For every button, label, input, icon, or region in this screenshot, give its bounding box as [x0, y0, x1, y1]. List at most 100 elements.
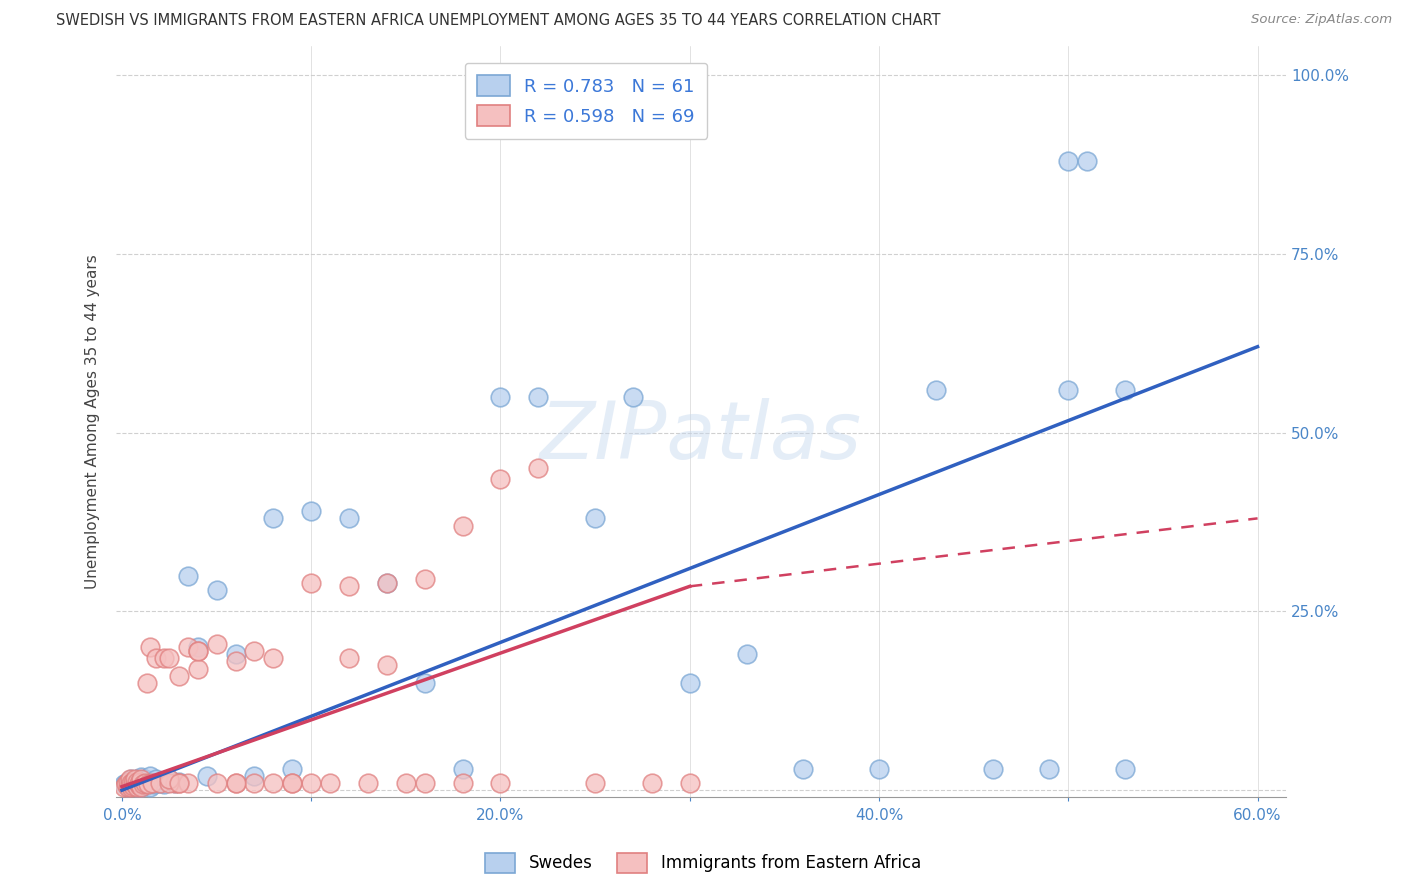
Point: [925, 383, 948, 397]
Point: [124, 774, 146, 789]
Point: [167, 669, 190, 683]
Point: [129, 780, 152, 794]
Point: [735, 648, 758, 662]
Point: [112, 780, 135, 794]
Point: [127, 780, 149, 794]
Point: [225, 655, 247, 669]
Point: [128, 776, 150, 790]
Point: [138, 777, 160, 791]
Point: [167, 774, 190, 789]
Point: [641, 776, 664, 790]
Point: [134, 772, 156, 787]
Point: [868, 762, 890, 776]
Point: [122, 776, 145, 790]
Point: [114, 777, 136, 791]
Point: [357, 776, 380, 790]
Point: [129, 770, 152, 784]
Point: [451, 518, 474, 533]
Point: [145, 772, 167, 787]
Point: [262, 511, 284, 525]
Point: [319, 776, 342, 790]
Point: [118, 774, 141, 789]
Point: [117, 780, 139, 794]
Point: [128, 778, 150, 792]
Point: [205, 776, 228, 790]
Point: [143, 777, 166, 791]
Point: [118, 772, 141, 787]
Point: [225, 776, 247, 790]
Point: [205, 636, 228, 650]
Point: [375, 575, 398, 590]
Point: [139, 769, 162, 783]
Point: [281, 776, 304, 790]
Point: [127, 774, 149, 789]
Text: SWEDISH VS IMMIGRANTS FROM EASTERN AFRICA UNEMPLOYMENT AMONG AGES 35 TO 44 YEARS: SWEDISH VS IMMIGRANTS FROM EASTERN AFRIC…: [56, 13, 941, 29]
Point: [225, 648, 247, 662]
Point: [621, 390, 644, 404]
Point: [489, 472, 512, 486]
Point: [262, 651, 284, 665]
Y-axis label: Unemployment Among Ages 35 to 44 years: Unemployment Among Ages 35 to 44 years: [86, 254, 100, 590]
Point: [243, 769, 266, 783]
Point: [583, 776, 606, 790]
Point: [122, 779, 145, 793]
Point: [187, 644, 209, 658]
Point: [262, 776, 284, 790]
Point: [112, 777, 135, 791]
Point: [157, 776, 180, 790]
Point: [127, 780, 149, 794]
Point: [139, 780, 162, 794]
Point: [1076, 153, 1098, 168]
Point: [1114, 383, 1136, 397]
Point: [195, 769, 218, 783]
Text: Source: ZipAtlas.com: Source: ZipAtlas.com: [1251, 13, 1392, 27]
Point: [129, 772, 152, 787]
Point: [138, 777, 160, 791]
Point: [117, 774, 139, 789]
Point: [1057, 383, 1080, 397]
Point: [413, 776, 436, 790]
Point: [124, 772, 146, 787]
Legend: R = 0.783   N = 61, R = 0.598   N = 69: R = 0.783 N = 61, R = 0.598 N = 69: [464, 62, 707, 139]
Point: [132, 774, 155, 789]
Point: [792, 762, 814, 776]
Point: [527, 461, 550, 475]
Point: [489, 390, 512, 404]
Point: [281, 776, 304, 790]
Point: [187, 644, 209, 658]
Point: [157, 772, 180, 787]
Text: ZIPatlas: ZIPatlas: [540, 398, 862, 475]
Point: [120, 777, 142, 791]
Point: [163, 776, 186, 790]
Point: [451, 762, 474, 776]
Point: [1038, 762, 1060, 776]
Point: [489, 776, 512, 790]
Point: [132, 777, 155, 791]
Point: [129, 780, 152, 794]
Point: [413, 572, 436, 586]
Point: [157, 651, 180, 665]
Point: [135, 676, 157, 690]
Point: [299, 776, 322, 790]
Point: [167, 776, 190, 790]
Point: [299, 504, 322, 518]
Point: [114, 776, 136, 790]
Point: [1114, 762, 1136, 776]
Point: [375, 658, 398, 673]
Point: [281, 762, 304, 776]
Point: [981, 762, 1004, 776]
Point: [1057, 153, 1080, 168]
Point: [118, 777, 141, 791]
Point: [167, 776, 190, 790]
Point: [583, 511, 606, 525]
Legend: Swedes, Immigrants from Eastern Africa: Swedes, Immigrants from Eastern Africa: [478, 847, 928, 880]
Point: [149, 776, 172, 790]
Point: [243, 776, 266, 790]
Point: [127, 772, 149, 787]
Point: [120, 776, 142, 790]
Point: [132, 777, 155, 791]
Point: [145, 651, 167, 665]
Point: [337, 511, 360, 525]
Point: [451, 776, 474, 790]
Point: [187, 640, 209, 654]
